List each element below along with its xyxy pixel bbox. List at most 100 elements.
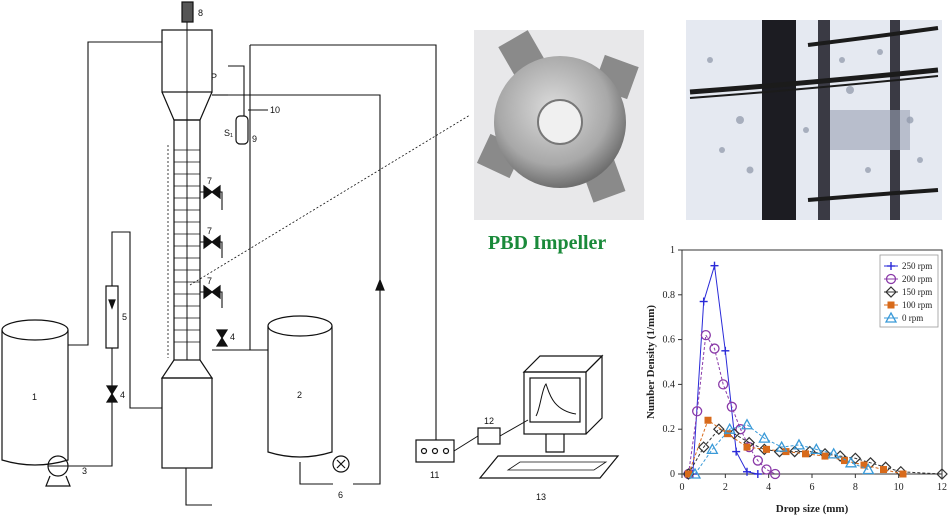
data-point-series-3	[841, 457, 848, 465]
data-point-series-3	[860, 461, 868, 469]
data-point-series-1	[770, 468, 781, 480]
label-pump-3: 3	[82, 466, 87, 476]
label-line-10: 10	[270, 105, 280, 115]
legend-entry: 200 rpm	[902, 274, 932, 284]
label-valve-4a: 4	[120, 390, 125, 400]
data-point-series-0	[743, 467, 751, 476]
data-point-series-1	[761, 464, 772, 475]
process-schematic	[1, 1, 620, 506]
data-point-series-2	[697, 441, 710, 453]
impeller-caption: PBD Impeller	[488, 232, 607, 254]
data-point-series-3	[685, 470, 692, 478]
pump-3	[45, 455, 71, 487]
label-pump-6: 6	[338, 490, 343, 500]
computer-13	[478, 354, 620, 479]
chart-y-axis-title: Number Density (1/mm)	[645, 305, 657, 419]
data-point-series-3	[821, 452, 829, 460]
legend-marker	[887, 301, 895, 309]
data-point-series-4	[740, 418, 754, 430]
amplifier-12	[477, 427, 501, 445]
y-tick-label: 0.8	[663, 290, 676, 301]
legend-marker	[885, 273, 897, 285]
data-point-series-4	[706, 443, 719, 455]
legend-marker	[887, 262, 895, 270]
collection-tank-2	[267, 315, 333, 458]
series-line-4	[694, 424, 869, 475]
chart-axes: 0 2 4 6 8 10 12 0 0.2 0.4 0.6 0.8 1	[663, 245, 948, 493]
label-tank-1: 1	[32, 392, 37, 402]
label-sampler-11: 11	[430, 470, 439, 480]
data-point-series-0	[721, 346, 730, 355]
y-tick-label: 0.4	[663, 379, 676, 390]
valves	[105, 184, 385, 403]
y-tick-label: 0	[670, 469, 675, 480]
data-point-series-2	[936, 468, 948, 480]
legend-entry: 250 rpm	[902, 261, 932, 271]
data-point-series-3	[880, 466, 887, 474]
label-rotameter-5: 5	[122, 312, 127, 322]
label-tank-2: 2	[297, 390, 302, 400]
data-point-series-3	[763, 445, 770, 453]
sampler-11	[415, 439, 455, 463]
y-tick-label: 1	[670, 245, 675, 256]
x-tick-label: 10	[894, 482, 904, 493]
diagram-labels: 1 2 3 4 4 5 6 7 7 7 8 9 10 11 12 13 P S₁	[32, 8, 546, 502]
legend-marker	[884, 311, 898, 323]
extraction-column	[160, 14, 214, 469]
rotameter-5	[105, 285, 119, 349]
data-point-series-1	[700, 329, 711, 341]
label-amplifier-12: 12	[484, 416, 494, 426]
pointer-line	[189, 114, 471, 286]
data-point-series-4	[688, 467, 702, 479]
x-tick-label: 12	[937, 482, 947, 493]
droplet-photo	[686, 20, 942, 220]
chart-legend: 250 rpm 200 rpm 150 rpm 100 rpm 0 rpm	[879, 254, 939, 328]
y-tick-label: 0.2	[663, 424, 676, 435]
x-tick-label: 2	[723, 482, 728, 493]
data-point-series-1	[692, 406, 703, 417]
piping	[48, 41, 437, 506]
data-point-series-1	[726, 401, 737, 412]
x-tick-label: 0	[680, 482, 685, 493]
data-point-series-4	[723, 422, 736, 434]
data-point-series-0	[753, 470, 762, 478]
data-point-series-1	[718, 379, 729, 390]
data-point-series-2	[788, 445, 801, 458]
data-point-series-4	[844, 456, 858, 468]
data-point-series-1	[709, 343, 720, 354]
x-tick-label: 6	[810, 482, 815, 493]
data-point-series-4	[792, 438, 806, 450]
legend-marker	[885, 286, 897, 298]
data-point-series-1	[752, 455, 763, 466]
data-point-series-3	[704, 416, 712, 424]
data-point-series-3	[802, 450, 809, 458]
label-motor-8: 8	[198, 8, 203, 18]
label-port-7a: 7	[207, 176, 212, 186]
legend-entry: 150 rpm	[902, 287, 932, 297]
data-point-series-0	[699, 297, 708, 306]
drop-size-chart: 0 2 4 6 8 10 12 0 0.2 0.4 0.6 0.8 1 250 rpm 200 rpm 15…	[645, 245, 948, 515]
label-port-7b: 7	[207, 226, 212, 236]
y-tick-label: 0.6	[663, 335, 676, 346]
data-point-series-4	[862, 463, 875, 475]
data-point-series-4	[775, 440, 788, 452]
data-point-series-0	[732, 447, 741, 456]
data-point-series-4	[758, 431, 771, 443]
x-tick-label: 8	[853, 482, 858, 493]
x-tick-label: 4	[766, 482, 771, 493]
label-s1: S₁	[224, 128, 233, 138]
chart-x-axis-title: Drop size (mm)	[776, 503, 849, 515]
pump-6	[332, 455, 350, 473]
chart-series	[682, 261, 948, 480]
series-line-1	[688, 333, 776, 475]
motor-8	[181, 1, 194, 23]
legend-entry: 100 rpm	[902, 300, 932, 310]
data-point-series-3	[899, 470, 907, 478]
data-point-series-2	[712, 423, 725, 436]
data-point-series-2	[849, 452, 862, 465]
label-vessel-9: 9	[252, 134, 257, 144]
label-computer-13: 13	[536, 492, 546, 502]
data-point-series-4	[810, 443, 823, 455]
data-point-series-3	[743, 443, 751, 451]
